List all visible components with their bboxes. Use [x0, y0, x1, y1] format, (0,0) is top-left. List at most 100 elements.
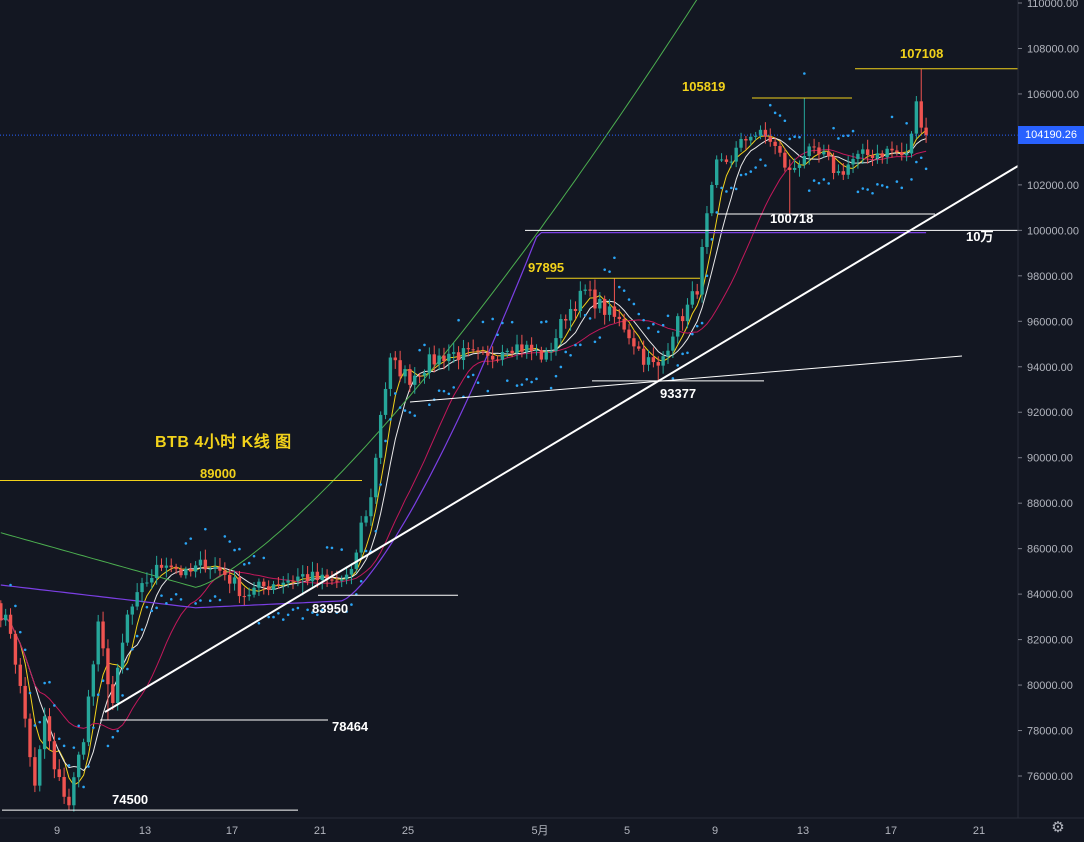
psar-dot [87, 765, 90, 768]
candle-body [802, 156, 807, 165]
candle-body [388, 357, 393, 389]
candle-body [62, 777, 66, 797]
psar-dot [374, 529, 378, 533]
psar-dot [238, 547, 241, 551]
candle-body [895, 150, 899, 153]
candle-body [797, 164, 802, 168]
psar-dot [807, 189, 811, 192]
candle-body [627, 329, 631, 339]
psar-dot [135, 634, 139, 638]
candle-body [500, 352, 505, 360]
candle-body [734, 147, 738, 162]
candle-body [42, 716, 47, 750]
time-tick-label: 21 [973, 825, 985, 837]
psar-dot [457, 318, 460, 322]
psar-dot [715, 211, 718, 214]
price-tick-label: 108000.00 [1027, 43, 1079, 55]
candle-body [340, 579, 344, 581]
psar-dot [476, 381, 480, 385]
psar-dot [350, 603, 353, 606]
candle-body [374, 457, 378, 498]
candle-body [564, 318, 568, 321]
candle-body [714, 159, 719, 185]
candle-body [305, 574, 310, 582]
candle-body [476, 350, 480, 352]
candle-body [539, 350, 544, 360]
candle-body [452, 352, 456, 354]
psar-dot [637, 312, 641, 316]
candle-body [8, 614, 13, 634]
level-lines: 107108 105819 100718 10万 97895 93377 89000 8395… [0, 46, 1018, 811]
psar-dot [9, 583, 12, 587]
candle-body [242, 596, 246, 598]
psar-dot [525, 377, 529, 381]
candle-body [150, 577, 154, 583]
candle-body [466, 348, 471, 350]
candle-body [588, 289, 592, 291]
psar-dot [53, 704, 56, 707]
psar-dot [228, 540, 231, 543]
psar-dot [272, 615, 275, 619]
psar-dot [535, 377, 538, 381]
psar-dot [856, 190, 860, 194]
candle-body [271, 584, 276, 590]
candle-body [130, 606, 134, 615]
candle-body [875, 153, 880, 159]
candle-body [612, 306, 617, 317]
gear-icon[interactable]: ⚙ [1051, 819, 1065, 836]
level-label: 74500 [112, 792, 148, 807]
psar-dot [384, 439, 387, 443]
candle-body [559, 318, 563, 339]
candle-body [320, 574, 324, 581]
psar-dot [754, 166, 757, 169]
candle-body [135, 592, 139, 607]
psar-dot [325, 546, 329, 549]
psar-dot [885, 185, 889, 189]
candle-body [719, 159, 724, 161]
psar-dot [452, 386, 456, 389]
candle-body [378, 414, 383, 458]
psar-dot [622, 289, 626, 292]
psar-dot [700, 321, 704, 325]
psar-dot [92, 726, 95, 729]
candle-body [232, 577, 237, 584]
candle-body [515, 344, 519, 354]
candle-body [632, 338, 636, 347]
candle-body [266, 586, 271, 590]
psar-dot [486, 389, 490, 393]
psar-dot [583, 313, 587, 317]
candle-body [870, 155, 875, 159]
psar-dot [82, 785, 85, 789]
psar-dot [389, 418, 392, 421]
candle-body [578, 290, 583, 312]
candle-body [573, 308, 578, 312]
psar-dot [111, 735, 115, 739]
candle-body [203, 559, 208, 570]
psar-dot [330, 546, 334, 550]
candle-body [115, 667, 120, 704]
candle-body [140, 583, 144, 593]
psar-dot [121, 694, 124, 697]
price-tick-label: 106000.00 [1027, 89, 1079, 101]
candle-body [422, 372, 427, 376]
psar-dot [423, 343, 426, 347]
candle-body [442, 355, 446, 362]
level-label: 97895 [528, 260, 564, 275]
psar-dot [126, 667, 129, 671]
candle-body [111, 684, 115, 704]
psar-dot [413, 414, 417, 417]
psar-dot [199, 599, 202, 602]
psar-dot [23, 648, 27, 652]
ma-magenta-line [0, 148, 927, 731]
psar-dot [223, 535, 227, 538]
psar-dot [822, 178, 826, 181]
candle-body [13, 633, 18, 665]
psar-dot [496, 333, 499, 337]
candle-body [495, 359, 500, 361]
candle-body [861, 149, 865, 154]
psar-dot [174, 592, 178, 596]
psar-dot [837, 137, 840, 140]
psar-dot [734, 187, 738, 191]
